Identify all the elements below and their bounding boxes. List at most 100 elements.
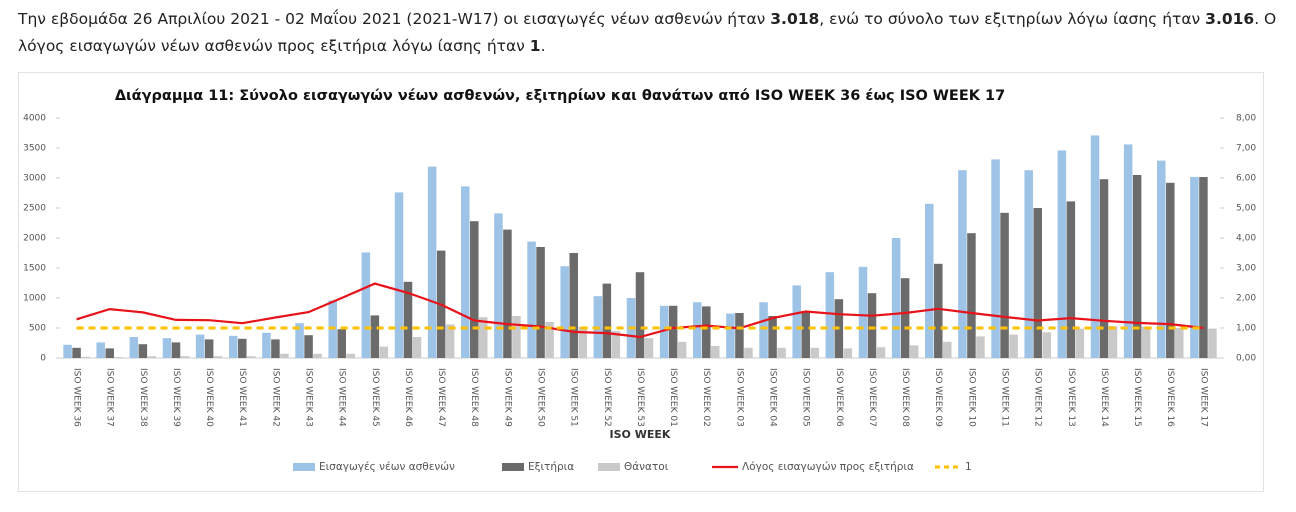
bar — [247, 356, 256, 358]
x-tick-label: ISO WEEK 10 — [966, 368, 976, 427]
bar — [195, 334, 205, 358]
bar — [578, 326, 587, 358]
x-tick-label: ISO WEEK 43 — [304, 368, 314, 427]
bar — [394, 192, 404, 358]
bar — [711, 346, 720, 358]
value: 3.016 — [1205, 10, 1255, 28]
x-axis-title: ISO WEEK — [610, 428, 671, 441]
bar — [271, 339, 280, 358]
bar — [72, 347, 81, 358]
bar — [129, 337, 139, 358]
x-tick-label: ISO WEEK 15 — [1132, 368, 1142, 427]
bar — [1099, 179, 1109, 358]
bar — [777, 347, 786, 358]
y-tick-label: 2500 — [23, 204, 46, 214]
bar — [1108, 326, 1118, 358]
bar — [925, 203, 934, 358]
legend-swatch — [502, 463, 524, 471]
y-tick-label: 500 — [29, 324, 46, 334]
bar — [958, 170, 967, 358]
bar — [668, 305, 678, 358]
y-tick-label: 2000 — [23, 234, 46, 244]
bar — [1175, 328, 1184, 358]
bar — [370, 315, 380, 358]
bar — [900, 278, 910, 358]
bar — [147, 356, 157, 358]
bar — [744, 347, 753, 358]
x-tick-label: ISO WEEK 36 — [72, 368, 82, 427]
y2-tick-label: 7,00 — [1236, 144, 1256, 154]
bar — [361, 252, 371, 358]
bar — [1090, 135, 1100, 358]
x-tick-label: ISO WEEK 12 — [1033, 368, 1043, 427]
bar — [644, 338, 654, 358]
bar — [991, 159, 1000, 358]
bar — [659, 305, 669, 358]
legend-label: Λόγος εισαγωγών προς εξιτήρια — [742, 461, 914, 473]
x-tick-label: ISO WEEK 09 — [933, 368, 943, 427]
bar — [1132, 175, 1142, 358]
bar — [1024, 170, 1033, 358]
x-tick-label: ISO WEEK 40 — [204, 368, 214, 427]
bar — [1057, 150, 1067, 358]
chart-frame — [18, 72, 1264, 492]
bar — [1075, 328, 1085, 358]
x-tick-label: ISO WEEK 05 — [801, 368, 811, 427]
bar — [337, 329, 346, 358]
y-tick-label: 1000 — [23, 294, 46, 304]
bar — [81, 356, 90, 358]
bar — [1009, 334, 1018, 358]
bar — [858, 266, 868, 358]
bar — [677, 341, 687, 358]
text: Την εβδομάδα 26 Απριλίου 2021 - 02 Μαΐου… — [18, 10, 771, 28]
x-tick-label: ISO WEEK 50 — [536, 368, 546, 427]
y2-tick-label: 3,00 — [1236, 264, 1256, 274]
bar — [909, 345, 919, 358]
bar — [867, 293, 877, 358]
x-tick-label: ISO WEEK 11 — [1000, 368, 1010, 427]
value: 3.018 — [770, 10, 820, 28]
bar — [843, 348, 853, 358]
x-tick-label: ISO WEEK 48 — [469, 368, 479, 427]
y2-tick-label: 4,00 — [1236, 234, 1256, 244]
y2-tick-label: 5,00 — [1236, 204, 1256, 214]
bar — [503, 229, 512, 358]
bar — [262, 332, 271, 358]
x-tick-label: ISO WEEK 49 — [502, 368, 512, 427]
bar — [967, 233, 976, 358]
x-tick-label: ISO WEEK 39 — [171, 368, 181, 427]
bar — [1042, 332, 1051, 358]
bar — [1000, 212, 1009, 358]
bar — [536, 247, 545, 358]
x-tick-label: ISO WEEK 42 — [270, 368, 280, 427]
bar — [1141, 326, 1151, 358]
x-tick-label: ISO WEEK 52 — [602, 368, 612, 427]
bar — [943, 341, 952, 358]
bar — [512, 316, 521, 358]
bar — [1166, 182, 1175, 358]
bar — [1033, 208, 1042, 358]
bar — [1157, 160, 1166, 358]
bar — [1123, 144, 1133, 358]
x-tick-label: ISO WEEK 45 — [370, 368, 380, 427]
bar — [876, 347, 886, 358]
x-tick-label: ISO WEEK 14 — [1099, 368, 1109, 427]
bar — [171, 342, 181, 358]
x-tick-label: ISO WEEK 51 — [569, 368, 579, 427]
legend-label: 1 — [965, 461, 972, 473]
bar — [768, 316, 777, 358]
legend-label: Εξιτήρια — [528, 461, 574, 473]
y-tick-label: 0 — [40, 354, 46, 364]
y-tick-label: 3000 — [23, 174, 46, 184]
y-tick-label: 3500 — [23, 144, 46, 154]
y-tick-label: 4000 — [23, 114, 46, 124]
bar — [569, 253, 578, 358]
bar — [494, 213, 503, 358]
y-tick-label: 1500 — [23, 264, 46, 274]
bar — [527, 241, 536, 358]
chart-title: Διάγραμμα 11: Σύνολο εισαγωγών νέων ασθε… — [115, 88, 1005, 104]
x-tick-label: ISO WEEK 44 — [337, 368, 347, 427]
intro-text: Την εβδομάδα 26 Απριλίου 2021 - 02 Μαΐου… — [18, 6, 1280, 60]
bar — [560, 266, 569, 358]
